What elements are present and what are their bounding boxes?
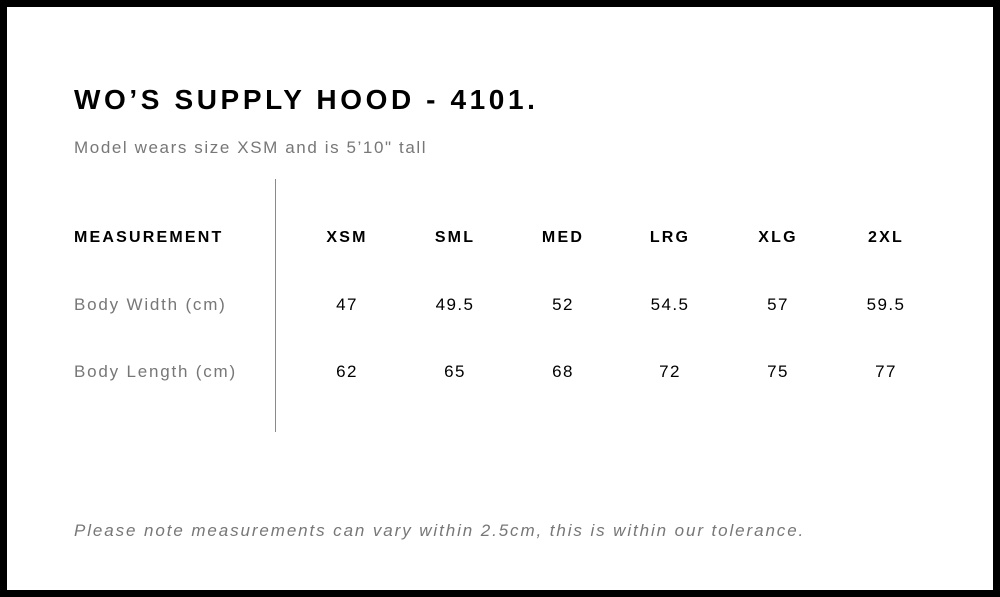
column-divider — [275, 179, 276, 432]
model-info: Model wears size XSM and is 5’10" tall — [74, 138, 428, 157]
page-title: WO’S SUPPLY HOOD - 4101. — [74, 84, 539, 115]
table-cell: 62 — [336, 362, 358, 381]
row-label-body-length: Body Length (cm) — [74, 362, 237, 381]
tolerance-note: Please note measurements can vary within… — [74, 521, 806, 540]
table-cell: 47 — [336, 295, 358, 314]
size-header: XSM — [326, 229, 368, 246]
table-cell: 77 — [875, 362, 897, 381]
size-header: MED — [541, 229, 585, 246]
table-cell: 65 — [444, 362, 466, 381]
table-cell: 59.5 — [866, 295, 906, 314]
size-header: XLG — [758, 229, 798, 246]
table-cell: 75 — [767, 362, 789, 381]
table-cell: 54.5 — [650, 295, 690, 314]
size-header: 2XL — [868, 229, 904, 246]
size-header: SML — [434, 229, 476, 246]
table-cell: 68 — [552, 362, 574, 381]
table-cell: 72 — [659, 362, 681, 381]
table-cell: 52 — [552, 295, 574, 314]
size-header: LRG — [649, 229, 691, 246]
row-label-body-width: Body Width (cm) — [74, 295, 227, 314]
measurement-header: MEASUREMENT — [74, 229, 224, 246]
table-cell: 57 — [767, 295, 789, 314]
table-cell: 49.5 — [435, 295, 475, 314]
